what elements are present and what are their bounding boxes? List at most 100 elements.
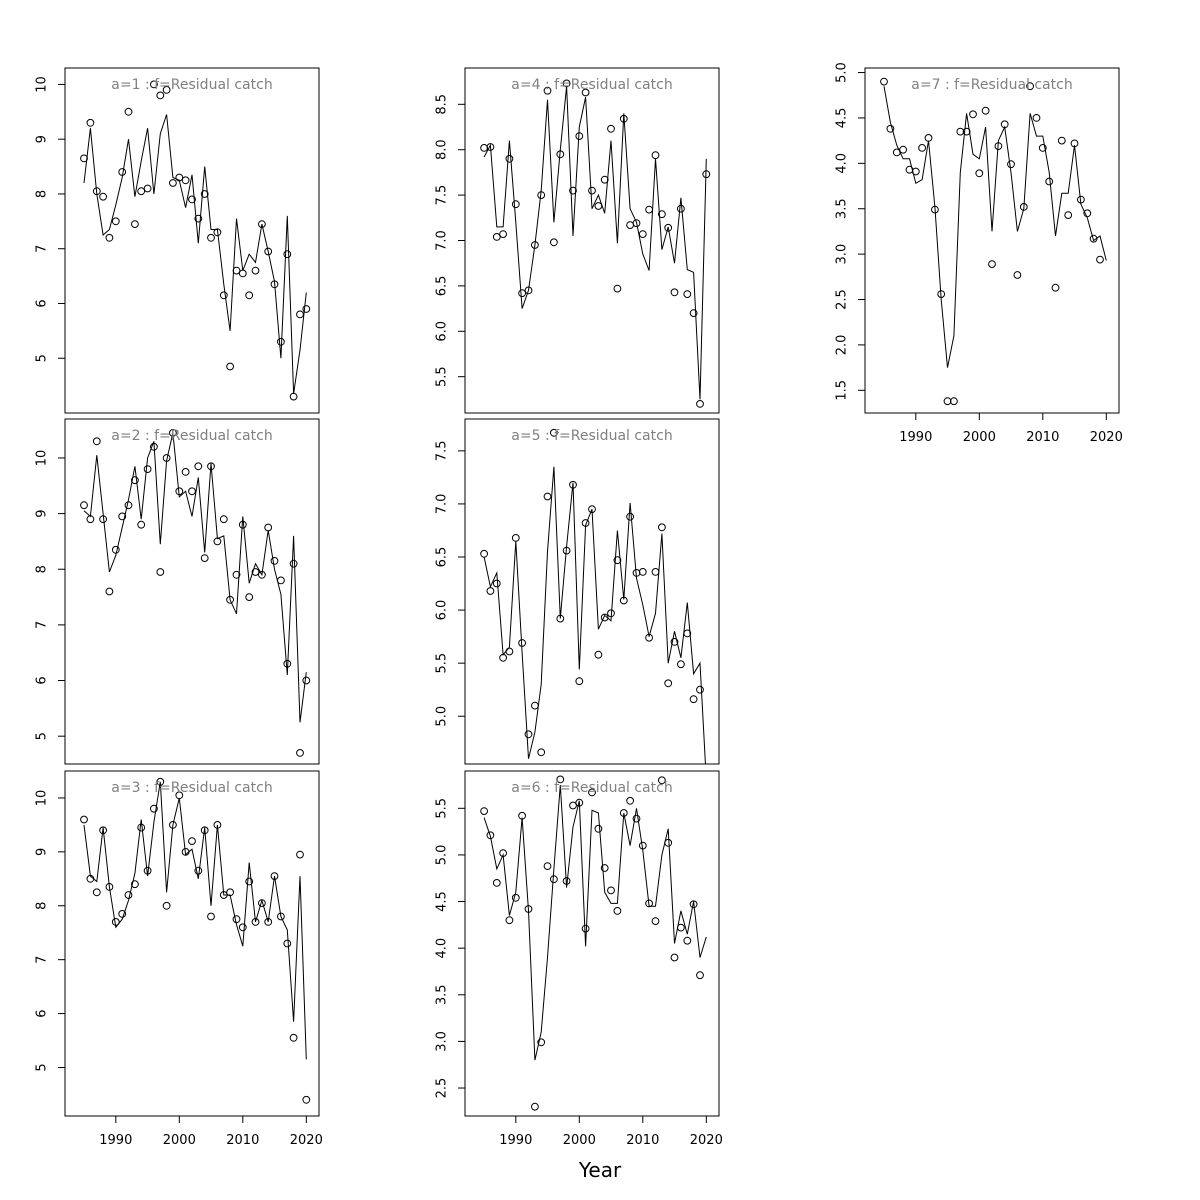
observed-point	[1064, 211, 1073, 220]
observed-point	[645, 205, 653, 214]
observed-point	[1057, 136, 1066, 145]
observed-point	[264, 247, 273, 256]
y-tick-label: 5.5	[435, 798, 450, 819]
y-tick-label: 7.5	[435, 185, 450, 206]
observed-point	[924, 134, 933, 142]
fitted-line	[83, 114, 307, 394]
observed-point	[556, 775, 565, 784]
observed-point	[150, 80, 158, 89]
observed-point	[607, 124, 615, 133]
panel-title: a=4 : f=Residual catch	[511, 77, 672, 93]
observed-point	[251, 568, 260, 576]
panel-frame	[464, 770, 720, 1117]
observed-point	[118, 168, 127, 176]
observed-point	[188, 837, 196, 845]
observed-point	[575, 677, 584, 686]
observed-point	[238, 269, 247, 278]
observed-point	[531, 701, 539, 710]
y-tick-label: 6	[35, 299, 50, 307]
plot-area	[480, 428, 706, 764]
observed-point	[1013, 271, 1022, 279]
observed-point	[677, 204, 685, 213]
observed-point	[480, 144, 489, 152]
observed-point	[486, 587, 495, 595]
observed-point	[651, 917, 660, 925]
observed-point	[92, 437, 101, 446]
observed-point	[683, 936, 692, 945]
observed-point	[594, 650, 603, 659]
observed-point	[492, 233, 501, 241]
observed-point	[651, 568, 660, 576]
observed-point	[569, 186, 577, 195]
observed-point	[581, 924, 590, 933]
observed-point	[543, 862, 552, 870]
plot-area	[880, 77, 1107, 406]
observed-point	[670, 288, 679, 297]
observed-point	[277, 337, 285, 346]
observed-point	[664, 679, 673, 688]
observed-point	[118, 512, 127, 521]
x-tick-label: 2020	[290, 1133, 323, 1148]
observed-point	[658, 523, 666, 532]
observed-point	[689, 695, 698, 704]
observed-point	[277, 912, 285, 921]
panel-1: 5 6 7 8 9 10 a=1 : f=Residual catch	[35, 67, 320, 414]
observed-point	[296, 310, 304, 319]
y-tick-label: 4.5	[435, 891, 450, 912]
y-tick-label: 4.5	[835, 108, 850, 129]
y-tick-label: 5	[35, 1063, 50, 1071]
observed-point	[232, 570, 241, 579]
observed-point	[689, 309, 698, 318]
y-tick-label: 3.0	[835, 244, 850, 265]
observed-point	[492, 579, 501, 588]
observed-point	[277, 576, 285, 585]
observed-point	[632, 814, 641, 823]
y-tick-label: 9	[35, 509, 50, 517]
observed-point	[302, 1095, 311, 1104]
observed-point	[518, 289, 526, 298]
observed-point	[200, 190, 209, 198]
x-tick-label: 2010	[1026, 430, 1059, 445]
observed-point	[550, 428, 558, 437]
observed-point	[969, 110, 977, 119]
panel-title: a=7 : f=Residual catch	[911, 77, 1072, 93]
observed-point	[670, 953, 679, 962]
observed-point	[156, 568, 165, 576]
plot-area	[80, 80, 311, 401]
observed-point	[245, 593, 254, 601]
panel-title: a=5 : f=Residual catch	[511, 428, 672, 444]
observed-point	[194, 866, 203, 875]
fitted-line	[483, 784, 707, 1061]
observed-point	[111, 545, 120, 554]
observed-point	[289, 392, 298, 401]
observed-point	[594, 824, 603, 833]
observed-point	[689, 900, 698, 909]
observed-point	[188, 195, 196, 204]
panel-7: 1.5 2.0 2.5 3.0 3.5 4.0 4.5 5.0 1990 2000 2010 2020…	[835, 62, 1123, 445]
y-tick-label: 3.0	[435, 1031, 450, 1052]
observed-point	[626, 221, 634, 230]
observed-point	[956, 127, 965, 136]
y-tick-label: 5.5	[435, 366, 450, 387]
observed-point	[899, 145, 907, 154]
observed-point	[296, 749, 304, 757]
observed-point	[200, 554, 209, 562]
observed-point	[696, 685, 704, 694]
observed-point	[613, 556, 622, 565]
observed-point	[143, 184, 152, 193]
y-tick-label: 9	[35, 135, 50, 143]
observed-point	[1051, 283, 1060, 292]
x-tick-label: 1990	[499, 1133, 532, 1148]
observed-point	[143, 465, 152, 474]
y-tick-label: 7	[35, 245, 50, 253]
observed-point	[296, 850, 304, 859]
x-tick-label: 2000	[163, 1133, 196, 1148]
x-tick-label: 2000	[963, 430, 996, 445]
observed-point	[137, 520, 146, 529]
panel-frame	[864, 67, 1120, 414]
y-tick-label: 5.0	[435, 706, 450, 727]
observed-point	[1007, 160, 1015, 169]
y-tick-label: 6.5	[435, 276, 450, 297]
observed-point	[505, 154, 514, 163]
observed-point	[137, 187, 146, 196]
